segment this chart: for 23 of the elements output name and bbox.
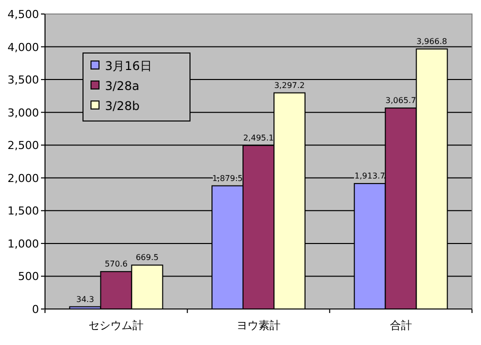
y-tick-label: 2,000 [8,172,39,185]
y-tick-label: 3,500 [8,74,39,87]
y-tick-label: 500 [18,270,39,284]
legend-label: 3月16日 [105,59,152,73]
legend-label: 3/28b [105,99,140,113]
text: 34.3 [76,294,94,304]
x-tick-label: 合計 [390,319,412,332]
text: 2,495.1 [243,133,274,142]
y-tick-label: 0 [32,303,39,316]
x-tick-label: セシウム計 [88,319,144,332]
legend-label: 3/28a [105,79,140,93]
y-tick-label: 2,500 [8,139,39,152]
x-tick-label: ヨウ素計 [236,319,280,332]
text: 3,297.2 [274,80,305,90]
text: 669.5 [136,253,159,262]
text: 570.6 [104,260,128,269]
y-tick-label: 1,000 [8,237,39,250]
y-tick-label: 4,000 [8,40,39,54]
y-tick-label: 3,000 [8,106,39,120]
text: 3,065.7 [386,96,416,106]
y-tick-label: 1,500 [8,204,39,218]
y-tick-label: 4,500 [8,8,39,21]
text: 3,966.8 [416,36,448,46]
